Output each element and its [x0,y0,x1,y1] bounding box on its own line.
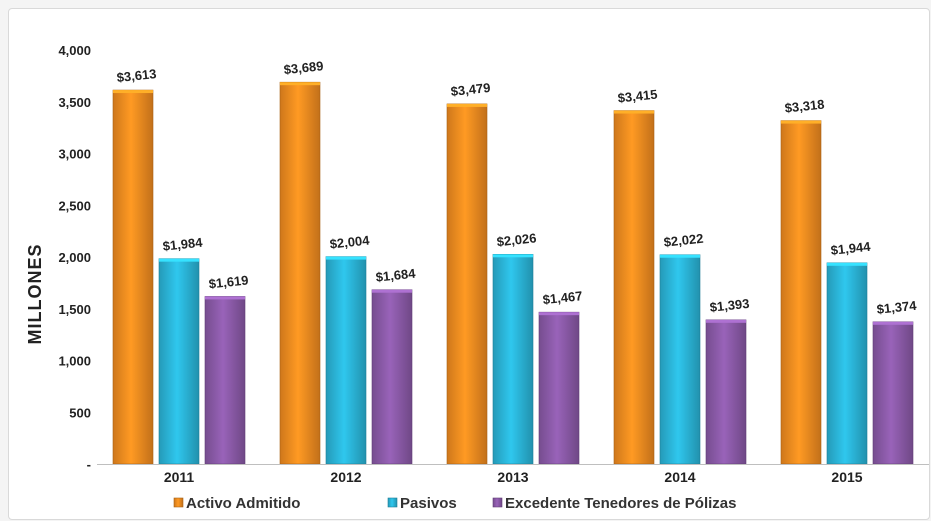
bar-activo-admitido-2013 [446,103,488,465]
y-tick-label: 2,000 [58,250,91,265]
bar-top-highlight [372,289,412,293]
x-tick-label: 2011 [164,469,195,485]
data-label: $3,415 [617,87,658,106]
bar-excedente-tenedores-de-p-lizas-2012 [371,289,413,465]
data-label: $3,689 [283,58,324,77]
bar-top-highlight [539,312,579,316]
y-axis-ticks: - 500 1,000 1,500 2,000 2,500 3,000 3,500 4,000 [58,43,91,472]
y-tick-label: 500 [69,405,91,420]
legend-label: Activo Admitido [186,495,300,512]
data-label: $1,467 [542,288,583,307]
bar-pasivos-2013 [492,254,534,465]
bar-activo-admitido-2015 [780,120,822,465]
chart-frame: MILLONES - 500 1,000 1,500 2,000 2,500 3,000 3,… [8,8,930,520]
bar-top-highlight [447,103,487,107]
bar-top-highlight [781,120,821,124]
y-axis-title-group: MILLONES [25,244,45,345]
bar-activo-admitido-2012 [279,81,321,465]
y-tick-label: - [87,457,91,472]
data-label: $1,619 [208,272,249,291]
x-tick-label: 2015 [831,469,862,485]
bar-top-highlight [873,321,913,325]
legend: Activo Admitido Pasivos Excedente Tenedore… [173,495,736,512]
bar-activo-admitido-2011 [112,89,154,465]
data-label: $2,004 [329,232,371,251]
bar-top-highlight [660,254,700,258]
bars [112,81,914,465]
bar-excedente-tenedores-de-p-lizas-2014 [705,319,747,465]
bar-activo-admitido-2014 [613,110,655,465]
data-label: $1,984 [162,235,204,254]
data-label: $3,318 [784,97,825,116]
x-axis: 2011 2012 2013 2014 2015 [97,464,929,485]
bar-excedente-tenedores-de-p-lizas-2013 [538,311,580,465]
legend-swatch [387,497,398,508]
y-axis-title: MILLONES [25,244,45,345]
data-label: $1,944 [830,239,872,258]
bar-top-highlight [280,82,320,86]
y-tick-label: 1,500 [58,302,91,317]
bar-pasivos-2015 [826,262,868,465]
y-tick-label: 2,500 [58,198,91,213]
data-label: $1,374 [876,298,918,317]
y-tick-label: 1,000 [58,354,91,369]
bar-top-highlight [326,256,366,260]
bar-excedente-tenedores-de-p-lizas-2011 [204,296,246,465]
bar-top-highlight [827,262,867,266]
legend-label: Pasivos [400,495,457,512]
legend-label: Excedente Tenedores de Pólizas [505,495,736,512]
data-label: $1,393 [709,296,750,315]
x-tick-label: 2012 [330,469,361,485]
bar-excedente-tenedores-de-p-lizas-2015 [872,321,914,465]
bar-top-highlight [159,258,199,262]
x-tick-label: 2013 [497,469,528,485]
data-labels: $3,613 $1,984$1,619 $3,689 $2,004$1,684 $3,4… [116,58,918,317]
bar-top-highlight [205,296,245,300]
y-tick-label: 3,000 [58,147,91,162]
bar-top-highlight [113,90,153,94]
data-label: $3,613 [116,66,157,85]
data-label: $3,479 [450,80,491,99]
x-tick-label: 2014 [664,469,695,485]
y-tick-label: 3,500 [58,95,91,110]
legend-swatch [173,497,184,508]
legend-swatch [492,497,503,508]
data-label: $2,026 [496,230,537,249]
data-label: $2,022 [663,231,704,250]
bar-pasivos-2012 [325,256,367,465]
data-label: $1,684 [375,266,417,285]
bar-top-highlight [614,110,654,114]
bar-pasivos-2014 [659,254,701,465]
bar-top-highlight [706,319,746,323]
bar-pasivos-2011 [158,258,200,465]
bar-top-highlight [493,254,533,258]
y-tick-label: 4,000 [58,43,91,58]
bar-chart: MILLONES - 500 1,000 1,500 2,000 2,500 3,000 3,… [25,43,929,512]
